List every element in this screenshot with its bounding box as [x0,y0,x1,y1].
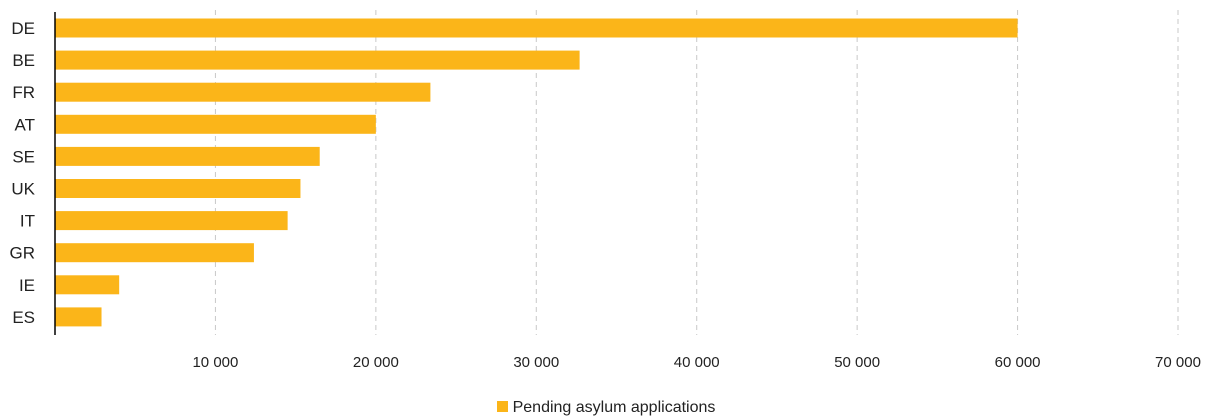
bars [55,18,1018,327]
category-label: FR [12,83,35,102]
bar [55,82,431,102]
x-tick-labels: 10 000 20 000 30 000 40 000 50 000 60 000 70 0… [192,354,1200,371]
legend-label: Pending asylum applications [512,399,716,416]
legend-swatch [496,400,508,412]
bar [55,50,580,70]
category-labels: DE BE FR AT SE UK IT GR IE ES [10,19,36,327]
x-tick-label: 70 000 [1155,354,1201,371]
category-label: DE [11,19,35,38]
category-label: IE [19,276,35,295]
bar [55,275,120,295]
bar [55,307,102,327]
category-label: ES [12,308,35,327]
x-tick-label: 40 000 [674,354,720,371]
bar [55,243,254,263]
category-label: GR [10,244,36,263]
bar [55,211,288,231]
category-label: AT [15,115,35,134]
category-label: IT [20,212,35,231]
x-tick-label: 50 000 [834,354,880,371]
bar [55,18,1018,38]
legend: Pending asylum applications [0,398,1212,418]
category-label: SE [12,147,35,166]
bar [55,179,301,198]
x-tick-label: 10 000 [192,354,238,371]
bar [55,146,320,166]
category-label: UK [11,180,35,199]
x-tick-label: 20 000 [353,354,399,371]
bar [55,114,376,134]
x-tick-label: 30 000 [513,354,559,371]
bar-chart: DE BE FR AT SE UK IT GR IE ES 10 000 20 000 30 000 4… [10,10,1201,371]
category-label: BE [12,51,35,70]
x-tick-label: 60 000 [995,354,1041,371]
